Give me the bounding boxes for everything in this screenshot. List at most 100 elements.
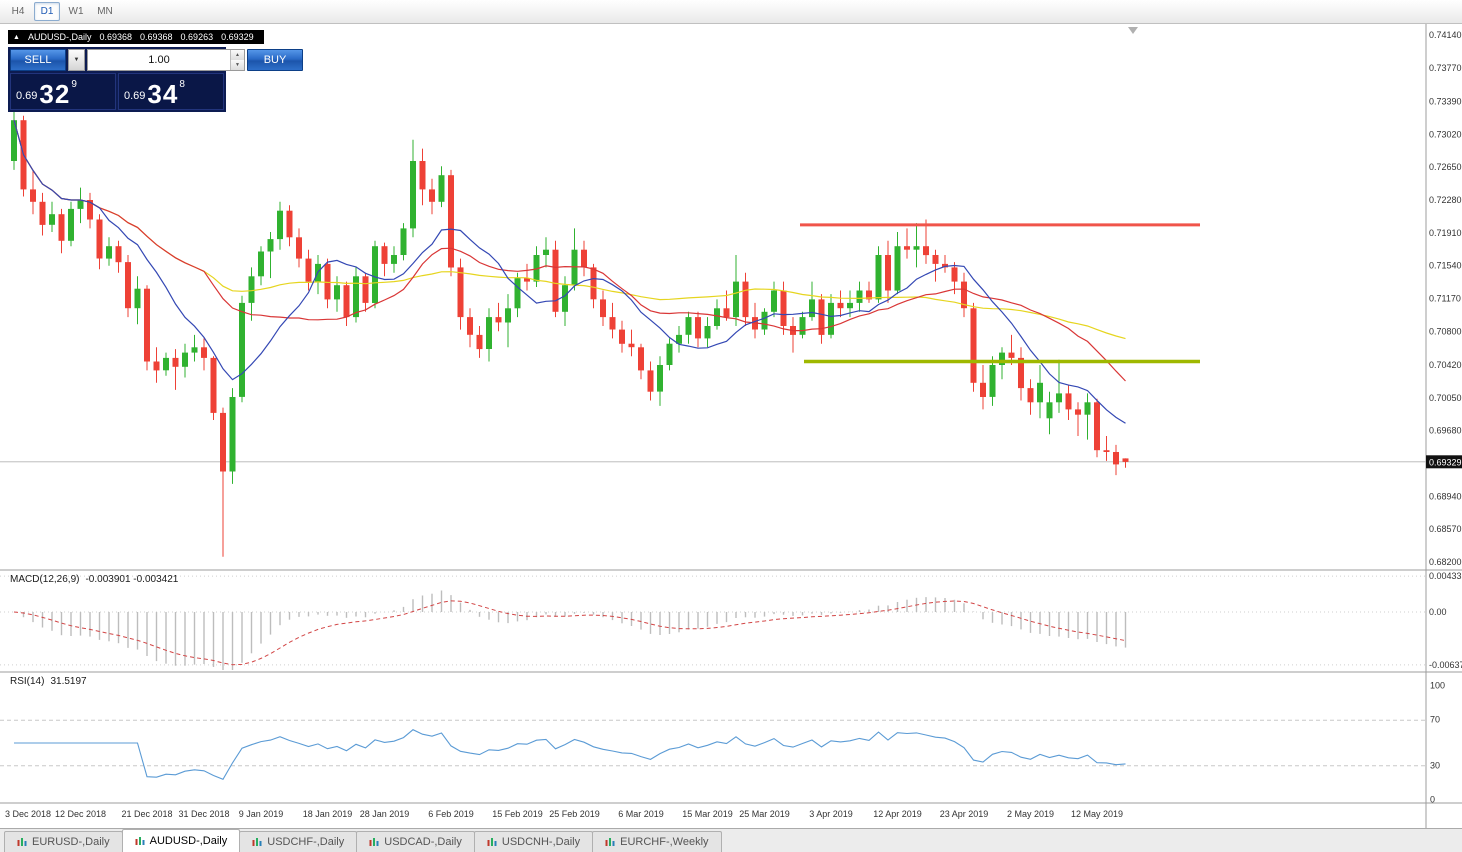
candle-body xyxy=(134,288,141,309)
candle-body xyxy=(1008,352,1015,358)
timeframe-button-d1[interactable]: D1 xyxy=(34,2,60,21)
chart-shift-marker-icon[interactable] xyxy=(1128,27,1138,34)
date-label: 18 Jan 2019 xyxy=(303,809,353,819)
candle-body xyxy=(970,308,977,383)
price-axis-label: 0.70800 xyxy=(1429,326,1462,336)
candle-body xyxy=(125,262,131,309)
candle-body xyxy=(400,228,407,255)
candle-body xyxy=(723,308,730,318)
sell-price-prefix: 0.69 xyxy=(16,90,38,102)
candle-body xyxy=(495,317,502,323)
candle-body xyxy=(999,352,1005,365)
date-label: 12 May 2019 xyxy=(1071,809,1123,819)
volume-spinner: ▲ ▼ xyxy=(230,50,244,70)
buy-button[interactable]: BUY xyxy=(247,49,303,71)
price-axis: 0.74140 0.73770 0.73390 0.73020 0.72650 0.722… xyxy=(1426,30,1462,567)
order-options-dropdown[interactable]: ▼ xyxy=(68,49,85,71)
date-label: 3 Dec 2018 xyxy=(5,809,51,819)
date-label: 6 Mar 2019 xyxy=(618,809,664,819)
macd-values: -0.003901 -0.003421 xyxy=(85,574,179,585)
candle-body xyxy=(571,249,578,286)
candle-body xyxy=(1037,382,1043,403)
candle-body xyxy=(258,251,264,277)
candle-body xyxy=(581,249,587,268)
candle-body xyxy=(144,288,150,362)
date-label: 28 Jan 2019 xyxy=(360,809,410,819)
candle-body xyxy=(818,299,825,335)
candle-body xyxy=(685,317,692,335)
date-label: 25 Feb 2019 xyxy=(549,809,600,819)
tab-chart-icon xyxy=(605,838,615,846)
candle-body xyxy=(676,334,682,344)
date-label: 12 Apr 2019 xyxy=(873,809,922,819)
chart-canvas[interactable]: 0.74140 0.73770 0.73390 0.73020 0.72650 0.722… xyxy=(0,24,1462,828)
price-axis-label: 0.72650 xyxy=(1429,162,1462,172)
candle-body xyxy=(277,210,283,240)
buy-price-pip: 8 xyxy=(179,79,185,90)
chart-tab-usdchf-daily[interactable]: USDCHF-,Daily xyxy=(239,831,358,852)
candle-body xyxy=(210,357,217,413)
candle-body xyxy=(286,210,293,238)
price-axis-label: 0.68570 xyxy=(1429,524,1462,534)
volume-increase-icon[interactable]: ▲ xyxy=(231,50,244,60)
chart-tab-eurusd-daily[interactable]: EURUSD-,Daily xyxy=(4,831,123,852)
candle-body xyxy=(904,246,910,250)
candle-body xyxy=(562,285,568,312)
candle-body xyxy=(68,208,74,241)
date-label: 25 Mar 2019 xyxy=(739,809,790,819)
moving-averages-layer xyxy=(13,120,1126,424)
candle-body xyxy=(106,246,112,259)
candle-body xyxy=(913,246,920,250)
candle-body xyxy=(875,255,882,300)
volume-input[interactable] xyxy=(88,50,230,70)
chart-tab-usdcad-daily[interactable]: USDCAD-,Daily xyxy=(356,831,475,852)
volume-box: ▲ ▼ xyxy=(87,49,245,71)
candle-body xyxy=(1103,450,1110,452)
rsi-axis-label: 0 xyxy=(1430,795,1435,805)
chart-tab-audusd-daily[interactable]: AUDUSD-,Daily xyxy=(121,829,241,852)
candle-body xyxy=(115,246,122,263)
candle-body xyxy=(49,214,55,225)
candle-body xyxy=(334,285,340,300)
volume-decrease-icon[interactable]: ▼ xyxy=(231,60,244,70)
rsi-name: RSI(14) xyxy=(10,676,45,687)
tab-label: EURUSD-,Daily xyxy=(32,836,110,848)
timeframe-button-mn[interactable]: MN xyxy=(97,6,113,17)
candle-body xyxy=(514,278,521,309)
candle-body xyxy=(220,412,226,472)
ohlc-low: 0.69263 xyxy=(180,32,214,42)
candle-body xyxy=(590,267,597,300)
ma-line-10 xyxy=(13,120,1126,424)
macd-panel: 0.004331 0.00 -0.006373 xyxy=(0,571,1462,670)
candle-body xyxy=(600,299,606,318)
candle-body xyxy=(866,290,872,300)
timeframe-button-w1[interactable]: W1 xyxy=(68,6,84,17)
candle-body xyxy=(704,326,711,339)
candle-body xyxy=(828,302,834,335)
macd-signal-line xyxy=(13,600,1126,666)
chart-tabs-bar: EURUSD-,Daily AUDUSD-,Daily USDCHF-,Daily U… xyxy=(0,828,1462,852)
tab-chart-icon xyxy=(135,837,145,845)
candle-body xyxy=(695,317,701,339)
candle-body xyxy=(153,361,160,371)
candle-body xyxy=(353,276,359,318)
timeframe-button-h4[interactable]: H4 xyxy=(11,6,25,17)
ma-line-55 xyxy=(13,120,1126,340)
candle-body xyxy=(343,285,350,318)
chart-tab-eurchf-weekly[interactable]: EURCHF-,Weekly xyxy=(592,831,722,852)
date-label: 3 Apr 2019 xyxy=(809,809,853,819)
candle-body xyxy=(1075,409,1081,415)
time-axis: 3 Dec 2018 12 Dec 2018 21 Dec 2018 31 Dec 2… xyxy=(5,809,1123,819)
candle-body xyxy=(229,397,236,472)
candle-body xyxy=(771,290,777,312)
sell-button[interactable]: SELL xyxy=(10,49,66,71)
chart-title-bar: ▲ AUDUSD-,Daily 0.69368 0.69368 0.69263 … xyxy=(8,30,264,44)
sell-price-display: 0.69 32 9 xyxy=(10,73,116,110)
candle-body xyxy=(742,281,749,318)
macd-label: MACD(12,26,9) -0.003901 -0.003421 xyxy=(10,574,178,585)
date-label: 6 Feb 2019 xyxy=(428,809,474,819)
collapse-icon[interactable]: ▲ xyxy=(13,33,20,41)
candle-body xyxy=(505,308,511,323)
chart-tab-usdcnh-daily[interactable]: USDCNH-,Daily xyxy=(473,831,594,852)
price-axis-label: 0.73020 xyxy=(1429,129,1462,139)
